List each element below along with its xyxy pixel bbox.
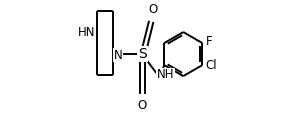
Text: O: O — [148, 3, 157, 16]
Text: Cl: Cl — [206, 59, 217, 72]
Text: S: S — [138, 47, 147, 61]
Text: O: O — [138, 99, 147, 112]
Text: F: F — [206, 35, 212, 48]
Text: N: N — [113, 49, 122, 62]
Text: NH: NH — [157, 68, 174, 81]
Text: HN: HN — [78, 26, 95, 39]
